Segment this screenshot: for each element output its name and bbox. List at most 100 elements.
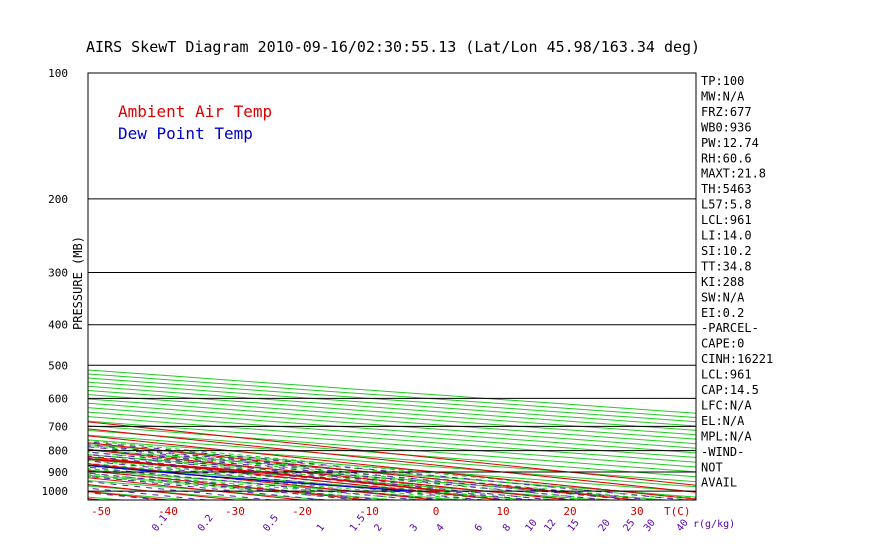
- isotherm-line: [88, 498, 102, 500]
- chart-title: AIRS SkewT Diagram 2010-09-16/02:30:55.1…: [86, 38, 700, 56]
- bottom-temp-tick: 30: [630, 505, 643, 518]
- mixing-ratio-label: 15: [566, 518, 582, 534]
- mixing-ratio-label: 6: [473, 522, 485, 534]
- index-value: LCL:961: [701, 368, 752, 382]
- mixing-ratio-lines: [88, 441, 686, 500]
- isobars: [88, 198, 696, 492]
- dry-adiabat-line: [88, 369, 696, 414]
- index-value: MPL:N/A: [701, 429, 752, 443]
- bottom-temp-tick: 10: [496, 505, 509, 518]
- legend-ambient-temp: Ambient Air Temp: [118, 102, 272, 121]
- dry-adiabat-line: [88, 373, 696, 418]
- bottom-temp-tick: 20: [563, 505, 576, 518]
- dry-adiabat-line: [88, 381, 696, 427]
- index-value: TP:100: [701, 74, 744, 88]
- dry-adiabat-line: [88, 469, 462, 500]
- dew-point-line: [88, 464, 412, 492]
- mixing-ratio-label: 40: [675, 518, 691, 534]
- index-value: EL:N/A: [701, 414, 745, 428]
- mixing-ratio-label: 12: [542, 518, 558, 534]
- index-value: TT:34.8: [701, 259, 752, 273]
- index-value: SW:N/A: [701, 290, 745, 304]
- index-value: CAPE:0: [701, 337, 744, 351]
- index-value: L57:5.8: [701, 198, 752, 212]
- mixing-ratio-label: 20: [597, 518, 613, 534]
- index-value: EI:0.2: [701, 306, 744, 320]
- index-value: RH:60.6: [701, 151, 752, 165]
- dry-adiabat-line: [88, 464, 530, 500]
- bottom-temp-tick: 0: [433, 505, 440, 518]
- mixing-ratio-label: 2: [372, 522, 384, 534]
- index-value: LI:14.0: [701, 229, 752, 243]
- pressure-tick-label: 300: [48, 267, 68, 280]
- mixing-ratio-label: 3: [408, 522, 420, 534]
- dry-adiabat-line: [88, 389, 696, 436]
- dry-adiabat-line: [0, 73, 54, 500]
- mixing-ratio-unit: r(g/kg): [693, 519, 735, 530]
- index-value: SI:10.2: [701, 244, 752, 258]
- pressure-tick-label: 900: [48, 466, 68, 479]
- dry-adiabat-line: [88, 429, 696, 478]
- isotherm-line: [88, 421, 696, 486]
- mixing-ratio-label: 1: [315, 522, 327, 534]
- bottom-temp-tick: -40: [158, 505, 178, 518]
- bottom-temp-tick: -30: [225, 505, 245, 518]
- index-value: LCL:961: [701, 213, 752, 227]
- index-value: AVAIL: [701, 476, 737, 490]
- pressure-tick-label: 800: [48, 445, 68, 458]
- moist-adiabat-line: [88, 440, 696, 499]
- index-value: CAP:14.5: [701, 383, 759, 397]
- pressure-tick-label: 500: [48, 359, 68, 372]
- y-axis-label: PRESSURE (MB): [71, 236, 85, 330]
- profile-series: [88, 458, 445, 492]
- legend-dew-point: Dew Point Temp: [118, 124, 253, 143]
- dry-adiabat-line: [88, 434, 696, 483]
- mixing-ratio-label: 10: [524, 518, 540, 534]
- mixing-ratio-label: 4: [434, 522, 446, 534]
- index-value: MW:N/A: [701, 89, 745, 103]
- mixing-ratio-label: 0.2: [196, 513, 216, 534]
- dry-adiabat-line: [88, 439, 696, 488]
- moist-adiabats: [88, 440, 696, 500]
- index-value: WB0:936: [701, 120, 752, 134]
- index-value: NOT: [701, 460, 723, 474]
- dry-adiabat-line: [88, 449, 696, 498]
- isotherm-line: [88, 435, 696, 500]
- pressure-tick-label: 400: [48, 319, 68, 332]
- plot-frame: [87, 72, 697, 501]
- isotherms: [0, 73, 696, 500]
- index-value: PW:12.74: [701, 136, 759, 150]
- pressure-tick-label: 700: [48, 420, 68, 433]
- index-value: LFC:N/A: [701, 398, 752, 412]
- index-value: FRZ:677: [701, 105, 752, 119]
- mixing-ratio-label: 8: [501, 522, 513, 534]
- plot-area: [0, 73, 696, 500]
- index-value: -PARCEL-: [701, 321, 759, 335]
- mixing-ratio-line: [88, 457, 512, 500]
- dry-adiabat-line: [88, 385, 696, 431]
- mixing-ratio-label: 0.5: [261, 513, 281, 534]
- pressure-ticks: 100 200 300 400 500 600 700 800 900 1000: [42, 67, 69, 498]
- mixing-ratio-line: [88, 441, 686, 500]
- dry-adiabat-line: [88, 377, 696, 423]
- index-value: TH:5463: [701, 182, 752, 196]
- moist-adiabat-line: [88, 448, 638, 500]
- pressure-tick-label: 1000: [42, 485, 69, 498]
- pressure-tick-label: 200: [48, 193, 68, 206]
- mixing-ratio-label: 25: [621, 518, 637, 534]
- bottom-temp-tick: -50: [91, 505, 111, 518]
- pressure-tick-label: 600: [48, 392, 68, 405]
- temp-unit-label: T(C): [664, 505, 691, 518]
- index-value: -WIND-: [701, 445, 744, 459]
- index-value: MAXT:21.8: [701, 167, 766, 181]
- index-value: KI:288: [701, 275, 744, 289]
- bottom-temp-tick: -10: [359, 505, 379, 518]
- isotherm-line: [0, 73, 34, 500]
- bottom-temp-ticks: -50 -40 -30 -20 -10 0 10 20 30 T(C): [91, 505, 690, 518]
- bottom-temp-tick: -20: [292, 505, 312, 518]
- index-value: CINH:16221: [701, 352, 773, 366]
- dry-adiabat-line: [88, 425, 696, 473]
- mixing-ratio-label: 30: [642, 518, 658, 534]
